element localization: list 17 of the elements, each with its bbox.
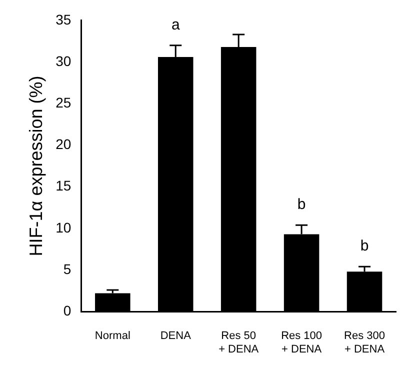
annotation: a — [171, 16, 180, 34]
y-axis-title: HIF-1α expression (%) — [26, 76, 46, 256]
y-tick-label: 10 — [56, 219, 72, 236]
y-tick-label: 35 — [56, 11, 72, 28]
annotation: b — [297, 196, 306, 214]
y-tick-label: 25 — [56, 94, 72, 110]
y-tick-label: 20 — [56, 136, 72, 152]
x-tick-label: Res 100 + DENA — [281, 330, 322, 356]
annotation: b — [360, 238, 369, 255]
x-tick-label: Normal — [94, 330, 130, 342]
y-tick-label: 0 — [63, 302, 72, 318]
y-tick-label: 30 — [56, 52, 72, 69]
x-tick-label: DENA — [160, 330, 192, 342]
x-tick-label: Res 300 + DENA — [344, 330, 386, 356]
y-tick-label: 15 — [56, 178, 72, 194]
x-tick-label: Res 50 + DENA — [218, 330, 260, 356]
y-tick-label: 5 — [63, 260, 72, 277]
